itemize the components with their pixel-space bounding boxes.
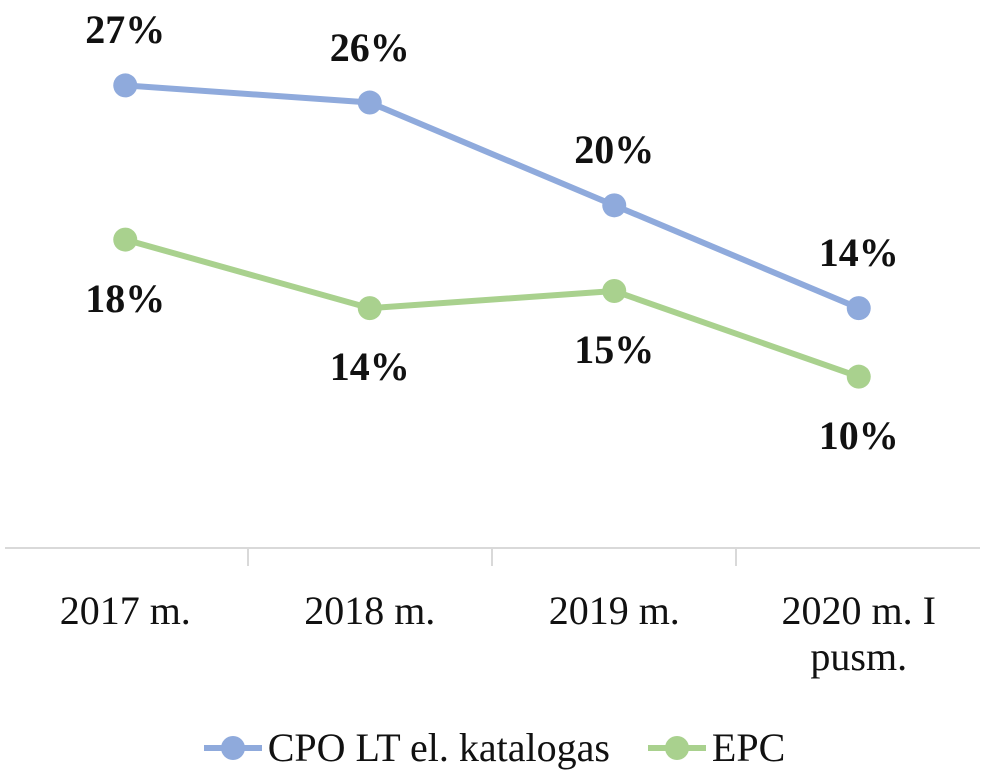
x-tick-label: 2018 m. bbox=[304, 588, 436, 633]
legend-marker bbox=[664, 735, 689, 760]
x-tick-label: 2019 m. bbox=[548, 588, 680, 633]
legend-label: EPC bbox=[711, 725, 786, 770]
point bbox=[357, 296, 382, 321]
legend-label: CPO LT el. katalogas bbox=[267, 725, 610, 770]
point bbox=[602, 193, 627, 218]
x-tick-label: 2020 m. I pusm. bbox=[781, 588, 936, 679]
chart bbox=[5, 73, 980, 566]
legend-item: CPO LT el. katalogas bbox=[202, 724, 610, 771]
point bbox=[602, 279, 627, 303]
data-label: 10% bbox=[818, 412, 899, 458]
x-tick-label: 2017 m. bbox=[59, 588, 191, 633]
point bbox=[846, 296, 871, 321]
legend-marker bbox=[220, 735, 245, 760]
legend-swatch bbox=[203, 735, 262, 760]
point bbox=[357, 90, 382, 115]
data-label: 26% bbox=[329, 24, 410, 70]
data-label: 14% bbox=[818, 230, 899, 276]
legend-item: EPC bbox=[646, 724, 785, 771]
legend: CPO LT el. katalogas EPC bbox=[0, 724, 987, 771]
data-label: 14% bbox=[329, 344, 410, 390]
series-line bbox=[124, 236, 860, 380]
data-label: 27% bbox=[85, 7, 166, 53]
data-label: 18% bbox=[85, 275, 166, 321]
series-line bbox=[125, 82, 860, 311]
point bbox=[113, 227, 138, 252]
legend-swatch bbox=[647, 735, 706, 760]
point bbox=[846, 364, 871, 389]
point bbox=[113, 73, 138, 98]
data-label: 15% bbox=[574, 327, 655, 372]
data-label: 20% bbox=[574, 127, 655, 173]
